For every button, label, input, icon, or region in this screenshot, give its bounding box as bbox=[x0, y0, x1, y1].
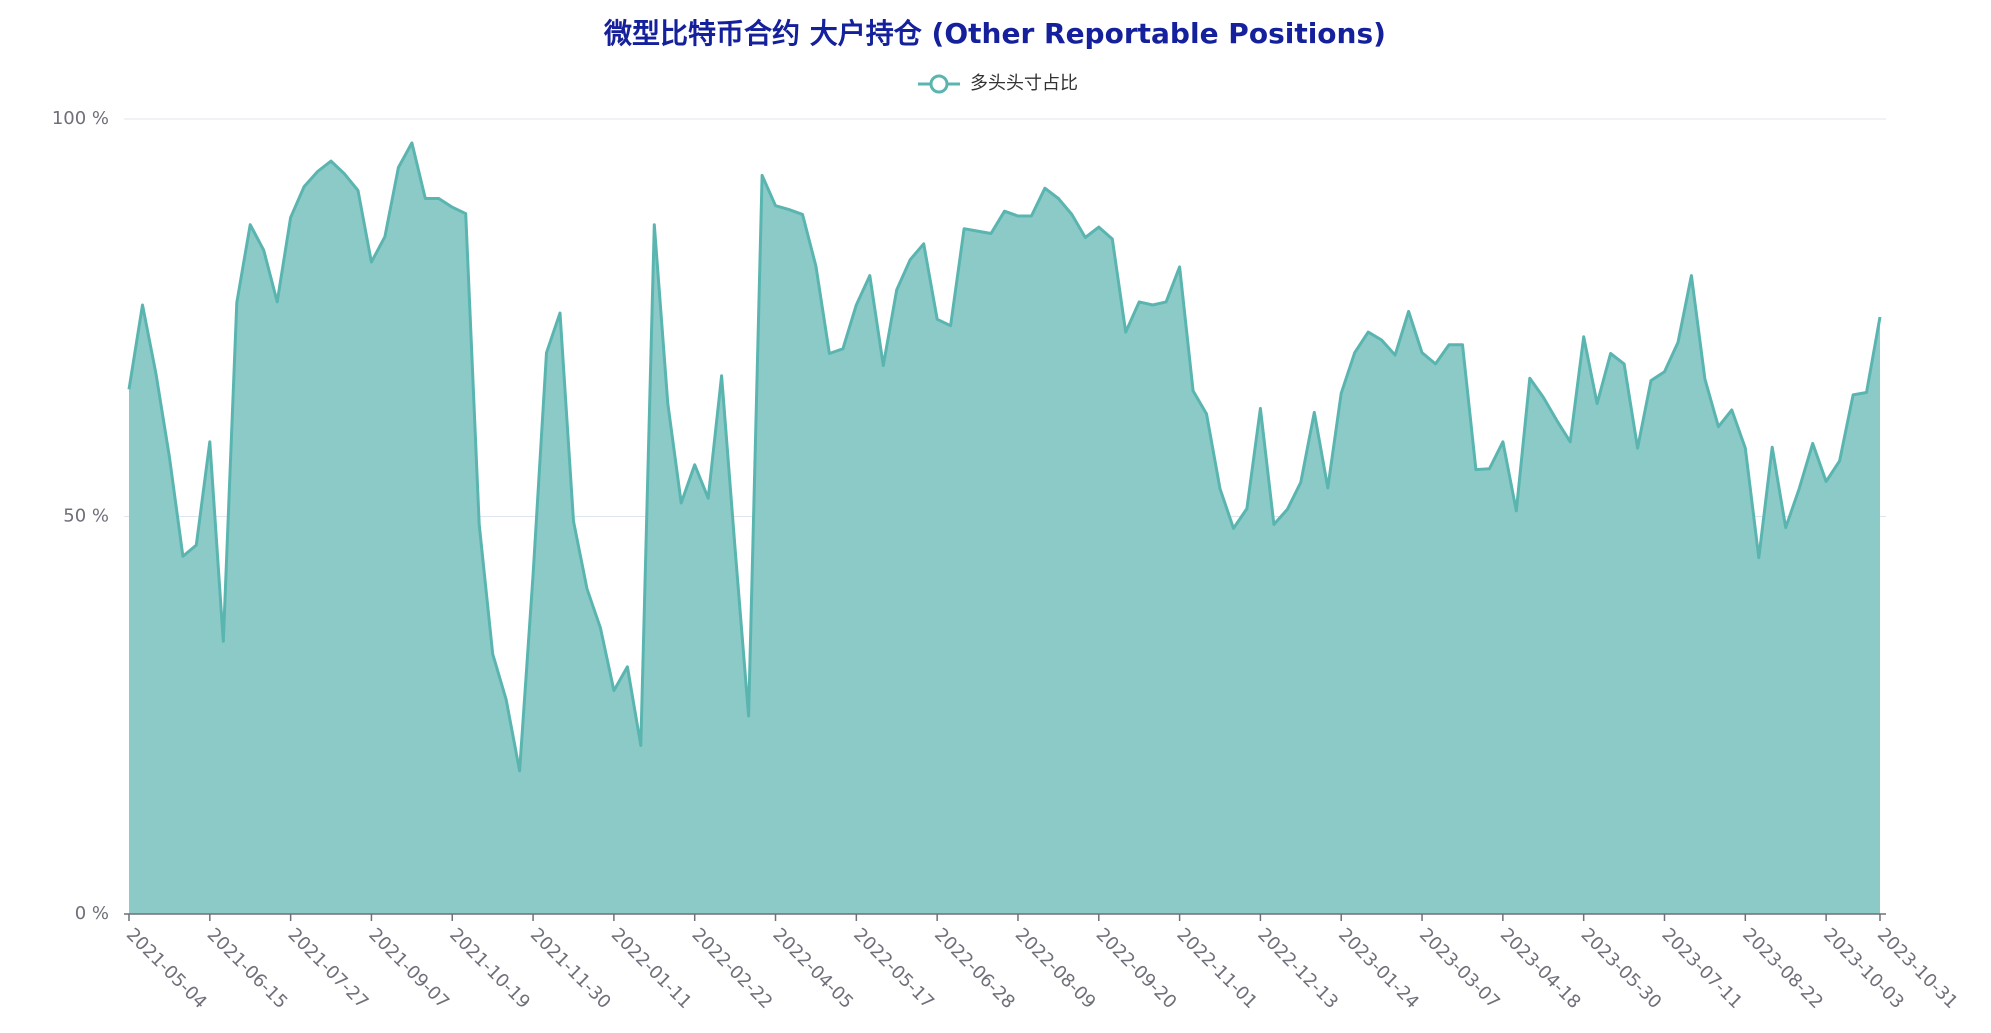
x-tick-label: 2022-04-05 bbox=[768, 924, 857, 1013]
x-tick-label: 2022-02-22 bbox=[688, 924, 777, 1013]
y-tick-label: 50 % bbox=[63, 506, 109, 527]
x-tick-label: 2021-11-30 bbox=[526, 924, 615, 1013]
x-tick-label: 2022-11-01 bbox=[1173, 924, 1262, 1013]
line bbox=[127, 141, 1882, 773]
y-tick-label: 100 % bbox=[52, 108, 109, 129]
area bbox=[129, 142, 1880, 914]
x-tick-label: 2023-03-07 bbox=[1415, 924, 1504, 1013]
x-tick-label: 2021-09-07 bbox=[364, 924, 453, 1013]
x-tick-label: 2021-10-19 bbox=[445, 924, 534, 1013]
x-tick-label: 2022-01-11 bbox=[607, 924, 696, 1013]
x-tick-label: 2023-01-24 bbox=[1334, 924, 1423, 1013]
legend-label: 多头头寸占比 bbox=[970, 73, 1078, 94]
y-tick-label: 0 % bbox=[75, 903, 109, 924]
x-tick-label: 2023-07-11 bbox=[1657, 924, 1746, 1013]
x-tick-label: 2022-12-13 bbox=[1253, 924, 1342, 1013]
x-tick-label: 2021-07-27 bbox=[284, 924, 373, 1013]
x-tick-label: 2022-06-28 bbox=[930, 924, 1019, 1013]
x-tick-label: 2023-05-30 bbox=[1577, 924, 1666, 1013]
x-tick-label: 2022-08-09 bbox=[1011, 924, 1100, 1013]
x-tick-label: 2022-09-20 bbox=[1092, 924, 1181, 1013]
x-tick-label: 2023-08-22 bbox=[1738, 924, 1827, 1013]
chart-title: 微型比特币合约 大户持仓 (Other Reportable Positions… bbox=[603, 17, 1386, 50]
legend-marker bbox=[929, 74, 949, 94]
x-tick-label: 2021-06-15 bbox=[203, 924, 292, 1013]
x-tick-label: 2023-04-18 bbox=[1496, 924, 1585, 1013]
x-tick-label: 2022-05-17 bbox=[849, 924, 938, 1013]
x-tick-label: 2021-05-04 bbox=[122, 924, 211, 1013]
